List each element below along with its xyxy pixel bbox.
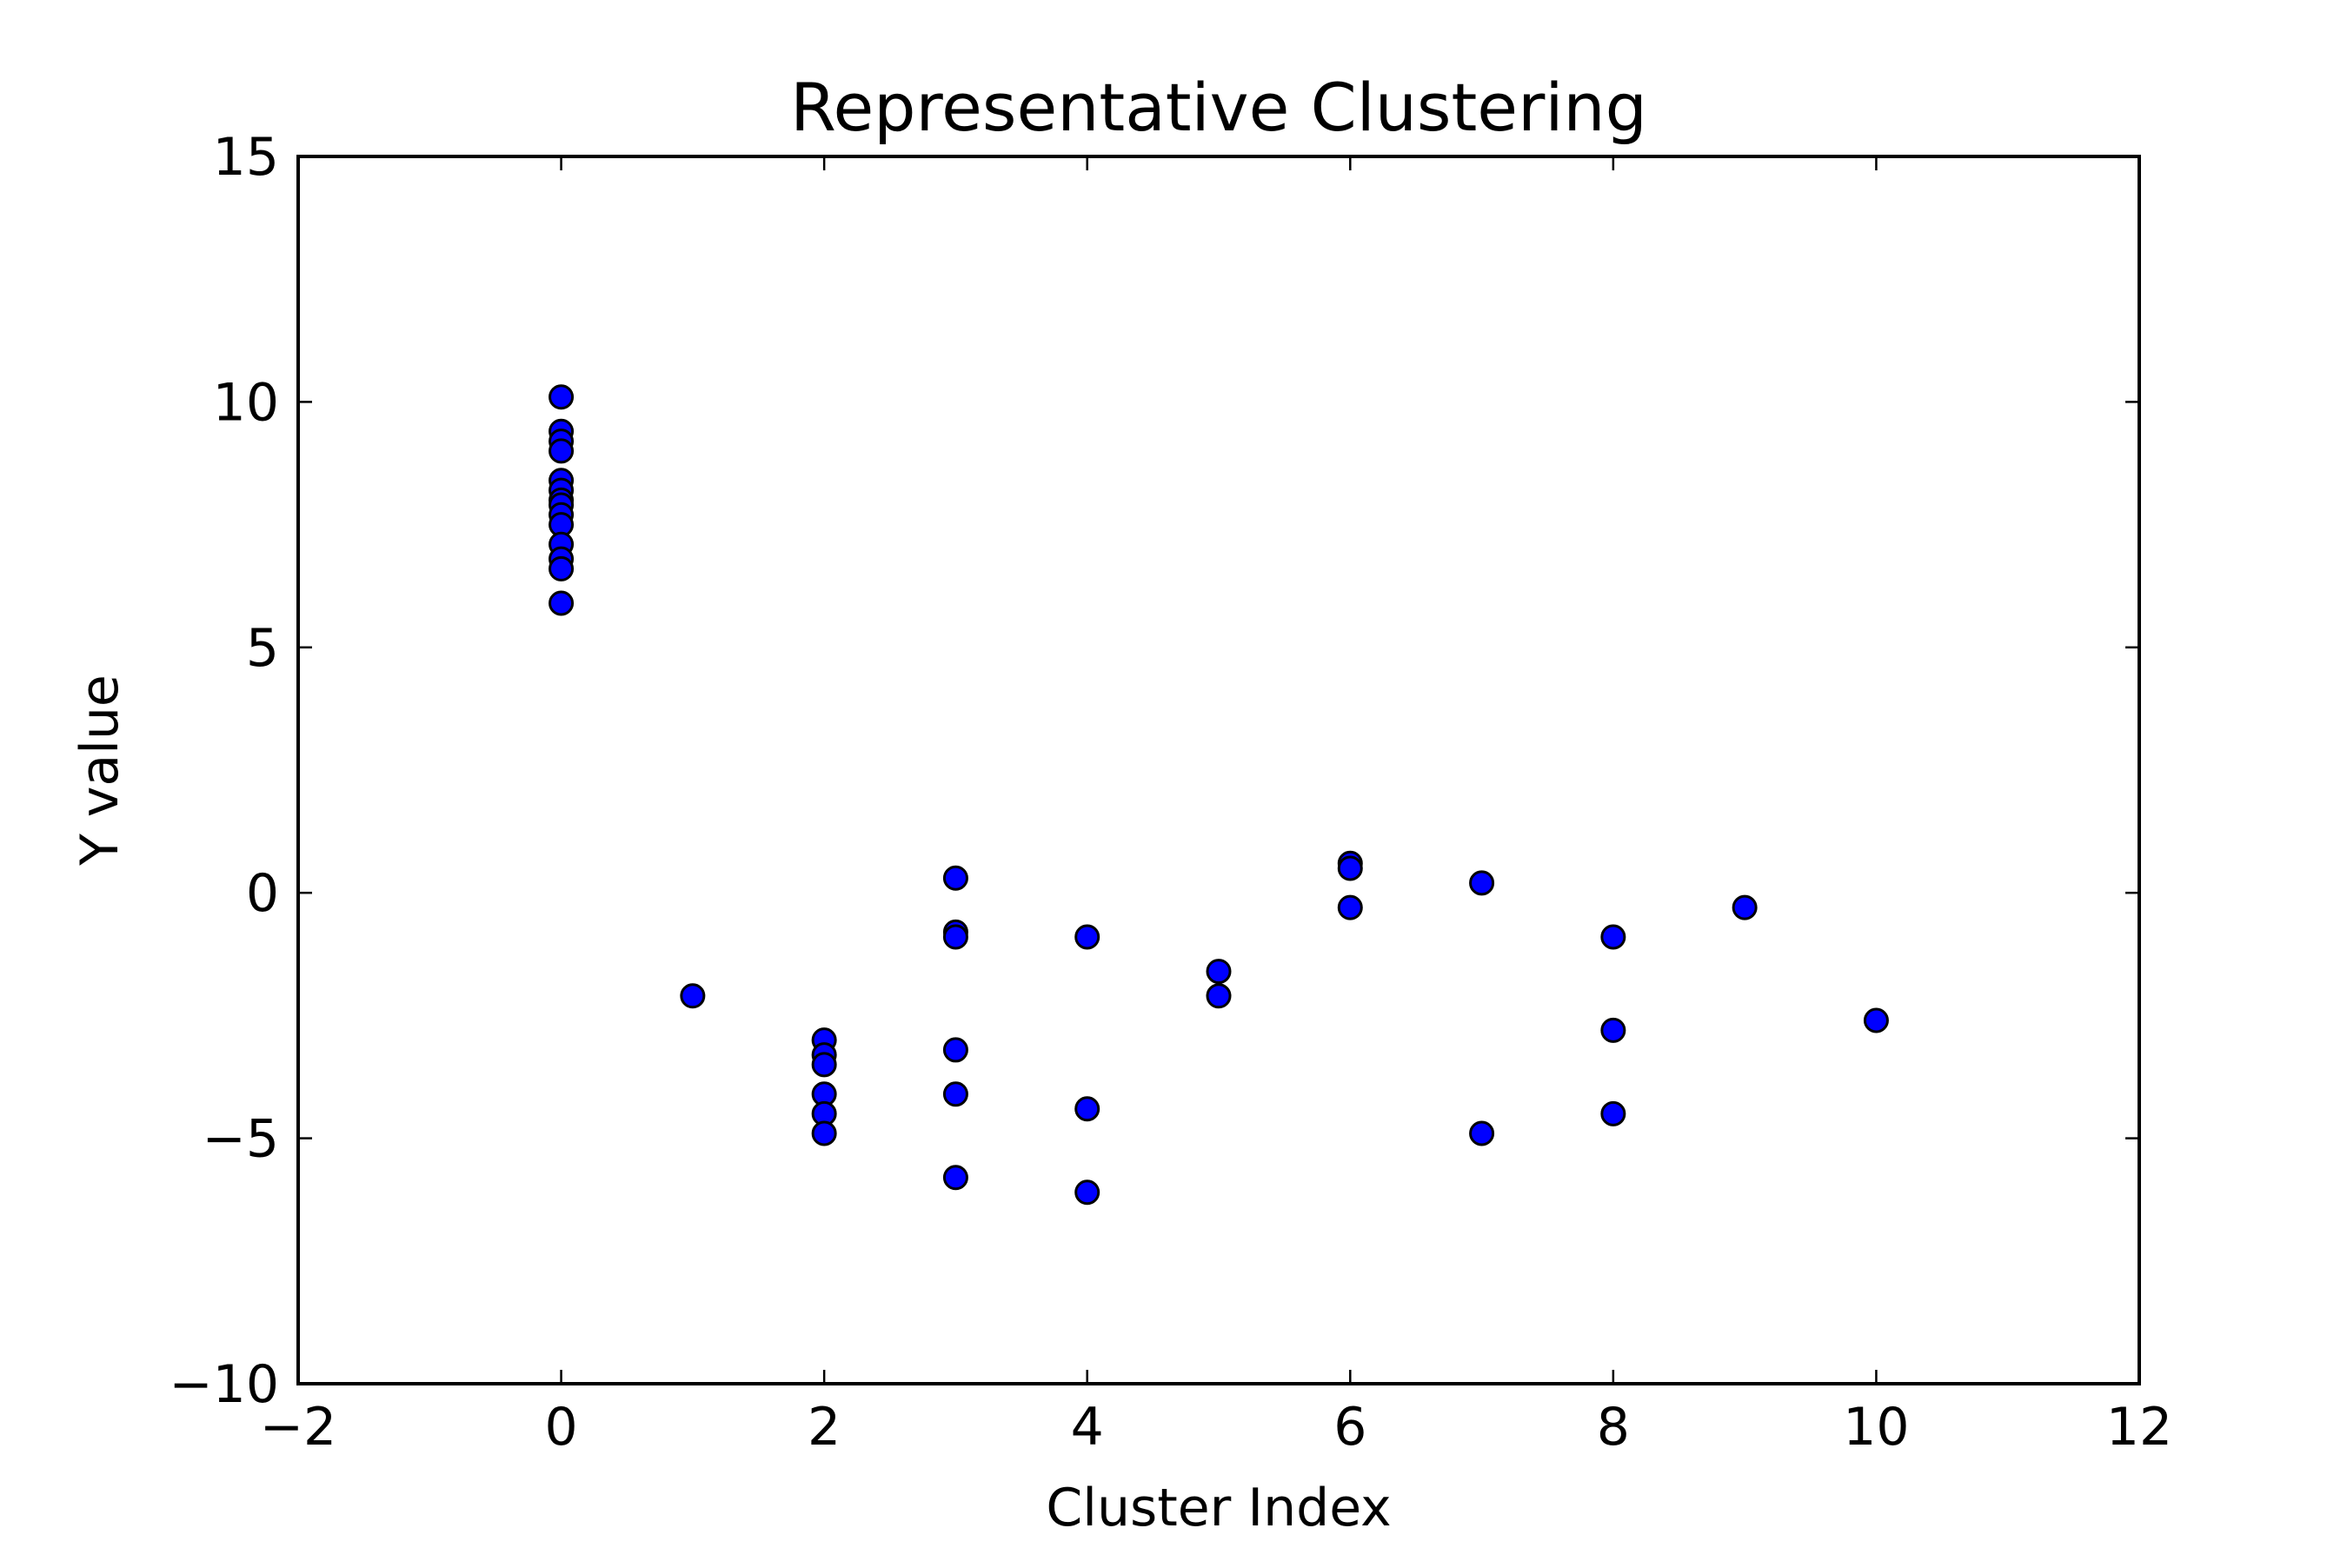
- x-axis-label: Cluster Index: [1046, 1478, 1391, 1538]
- scatter-point: [942, 1081, 968, 1107]
- chart-title: Representative Clustering: [790, 69, 1647, 146]
- scatter-point: [1337, 894, 1363, 920]
- x-tick-label: 10: [1843, 1397, 1909, 1458]
- scatter-point: [1074, 1179, 1100, 1206]
- y-tick-label: 10: [213, 372, 279, 433]
- scatter-point: [942, 1037, 968, 1063]
- scatter-point: [942, 865, 968, 891]
- scatter-point: [1469, 1120, 1495, 1146]
- plot-frame: [296, 155, 2141, 1385]
- scatter-point: [1074, 1096, 1100, 1122]
- scatter-point: [1337, 855, 1363, 881]
- scatter-point: [1600, 1100, 1626, 1126]
- scatter-point: [942, 1165, 968, 1191]
- x-tick-label: 12: [2106, 1397, 2172, 1458]
- y-tick-label: 0: [246, 863, 279, 924]
- scatter-point: [1732, 894, 1758, 920]
- scatter-point: [680, 983, 706, 1009]
- x-tick-label: 4: [1071, 1397, 1104, 1458]
- scatter-point: [1206, 983, 1232, 1009]
- points-layer: [549, 384, 1889, 1206]
- scatter-point: [1469, 870, 1495, 896]
- scatter-point: [549, 590, 575, 616]
- scatter-point: [1600, 924, 1626, 950]
- x-tick-label: 0: [544, 1397, 577, 1458]
- y-tick-label: −10: [169, 1354, 279, 1415]
- y-tick-label: 5: [246, 618, 279, 679]
- x-tick-label: −2: [260, 1397, 336, 1458]
- scatter-point: [549, 384, 575, 410]
- x-tick-label: 2: [808, 1397, 841, 1458]
- ticks-layer: −2 0 2 4 6 8 10 12 −10 −5 0 5 10 15: [169, 127, 2172, 1458]
- y-tick-label: 15: [213, 127, 279, 188]
- y-axis-label: Y value: [70, 674, 130, 867]
- x-tick-label: 8: [1597, 1397, 1630, 1458]
- y-tick-label: −5: [203, 1109, 279, 1170]
- x-tick-label: 6: [1333, 1397, 1366, 1458]
- scatter-point: [549, 438, 575, 464]
- scatter-point: [1074, 924, 1100, 950]
- scatter-point: [549, 555, 575, 581]
- scatter-point: [1206, 959, 1232, 985]
- scatter-point: [1600, 1017, 1626, 1043]
- scatter-point: [1863, 1007, 1889, 1033]
- scatter-point: [942, 924, 968, 950]
- scatter-point: [811, 1120, 837, 1146]
- scatter-point: [811, 1052, 837, 1078]
